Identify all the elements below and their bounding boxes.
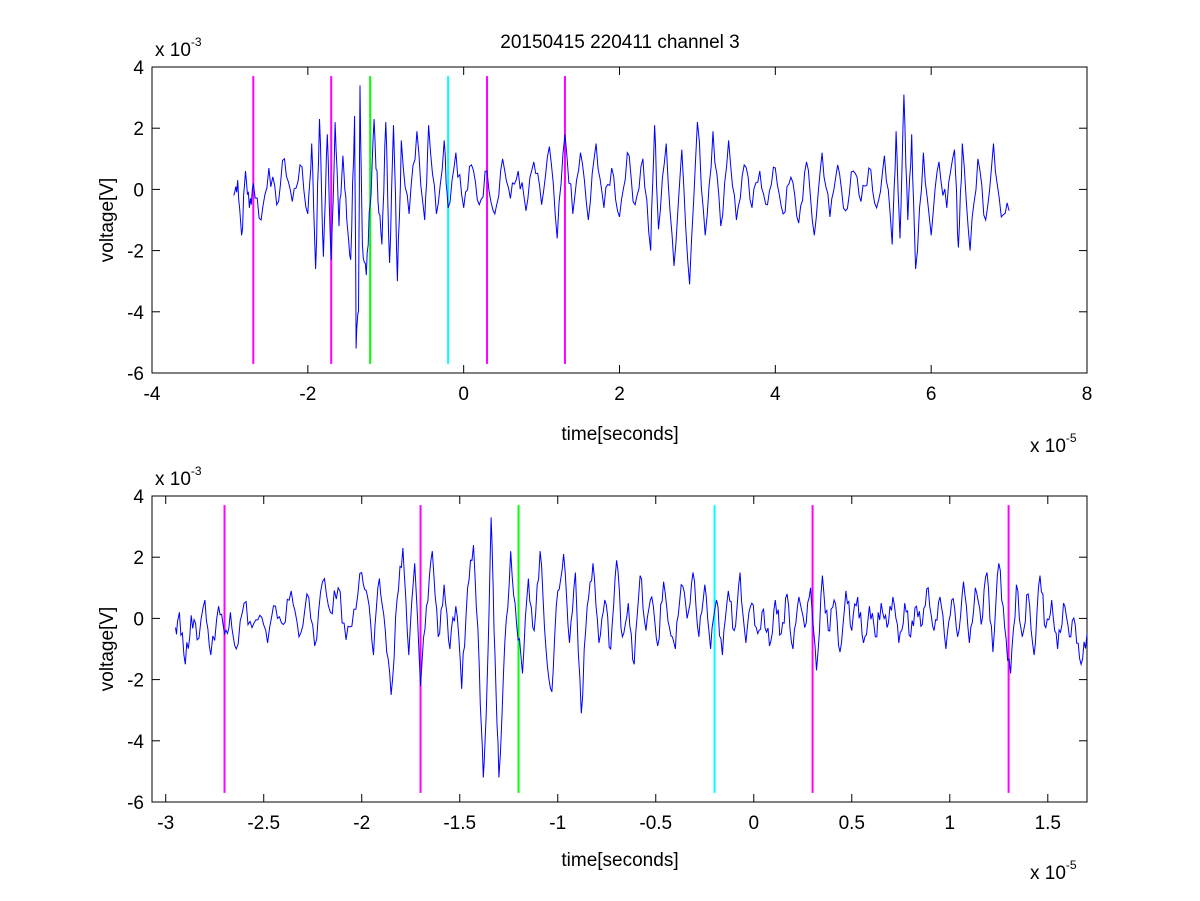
bottom-x-tick-label-1: -3 [157,813,174,834]
bottom-y-multiplier: x 10-3 [155,464,202,490]
bottom-y-tick-label-1: -6 [127,793,144,814]
bottom-x-tick-label-8: 0.5 [839,813,865,834]
top-y-ticks: -6 -4 -2 0 2 4 [127,58,1087,385]
bottom-y-tick-label-4: 0 [133,609,144,630]
figure-title: 20150415 220411 channel 3 [500,32,740,53]
top-x-tick-label-5: 4 [770,384,781,405]
top-y-tick-label-5: 2 [133,119,144,140]
bottom-y-tick-label-2: -4 [127,732,144,753]
top-x-tick-label-2: -2 [299,384,316,405]
bottom-y-tick-label-6: 4 [133,487,144,508]
top-signal-line-1 [233,85,1010,349]
bottom-signal-series [175,517,1088,778]
top-y-axis-label: voltage[V] [97,178,118,263]
top-x-tick-label-3: 0 [458,384,469,405]
top-y-multiplier: x 10-3 [155,35,202,61]
bottom-x-tick-label-6: -0.5 [639,813,672,834]
top-x-tick-label-1: -4 [144,384,161,405]
bottom-axes: -3 -2.5 -2 -1.5 -1 -0.5 0 0.5 1 1.5 -6 -4 -2 0 2 4 tim… [97,464,1088,884]
top-y-tick-label-3: -2 [127,242,144,263]
top-y-tick-label-4: 0 [133,180,144,201]
top-x-ticks: -4 -2 0 2 4 6 8 [144,67,1093,405]
bottom-x-tick-label-10: 1.5 [1035,813,1061,834]
top-x-tick-label-4: 2 [614,384,625,405]
top-signal-series [233,85,1010,349]
top-x-axis-label: time[seconds] [561,424,678,445]
bottom-x-ticks: -3 -2.5 -2 -1.5 -1 -0.5 0 0.5 1 1.5 [157,496,1061,834]
bottom-y-tick-label-5: 2 [133,548,144,569]
top-x-multiplier: x 10-5 [1030,431,1077,457]
top-y-tick-label-1: -6 [127,364,144,385]
bottom-x-axis-label: time[seconds] [561,850,678,871]
top-x-tick-label-6: 6 [926,384,937,405]
bottom-event-markers [223,505,1010,793]
bottom-x-tick-label-5: -1 [549,813,566,834]
top-event-markers [252,76,566,364]
bottom-axes-frame [151,495,1088,803]
bottom-signal-line-1 [175,517,1088,778]
bottom-x-tick-label-2: -2.5 [247,813,280,834]
bottom-y-axis-label: voltage[V] [97,607,118,692]
bottom-y-ticks: -6 -4 -2 0 2 4 [127,487,1087,814]
bottom-x-tick-label-3: -2 [353,813,370,834]
bottom-x-tick-label-7: 0 [748,813,759,834]
bottom-y-tick-label-3: -2 [127,671,144,692]
bottom-x-tick-label-4: -1.5 [443,813,476,834]
bottom-x-multiplier: x 10-5 [1030,858,1077,884]
top-x-tick-label-7: 8 [1082,384,1093,405]
top-y-tick-label-6: 4 [133,58,144,79]
bottom-x-tick-label-9: 1 [944,813,955,834]
top-y-tick-label-2: -4 [127,303,144,324]
